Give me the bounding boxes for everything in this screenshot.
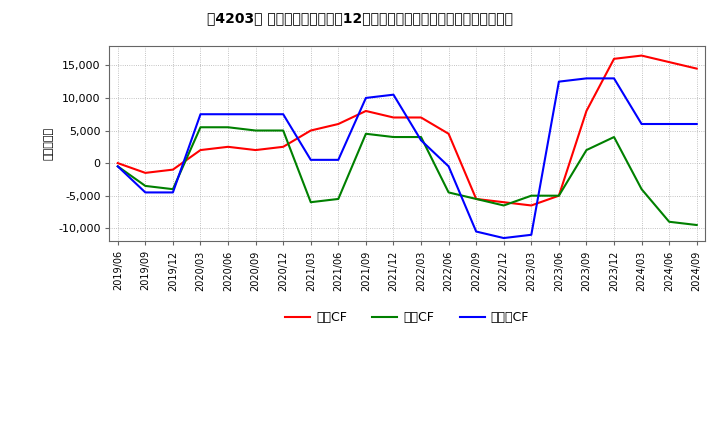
フリーCF — [389, 92, 397, 97]
フリーCF — [444, 164, 453, 169]
フリーCF — [472, 229, 480, 234]
営業CF — [527, 203, 536, 208]
投資CF — [637, 187, 646, 192]
フリーCF — [582, 76, 591, 81]
投資CF — [361, 131, 370, 136]
Y-axis label: （百万円）: （百万円） — [44, 127, 54, 160]
営業CF — [389, 115, 397, 120]
営業CF — [582, 108, 591, 114]
投資CF — [527, 193, 536, 198]
営業CF — [251, 147, 260, 153]
営業CF — [196, 147, 204, 153]
フリーCF — [279, 112, 287, 117]
フリーCF — [307, 157, 315, 162]
投資CF — [114, 164, 122, 169]
投資CF — [141, 183, 150, 189]
投資CF — [168, 187, 177, 192]
投資CF — [224, 125, 233, 130]
フリーCF — [168, 190, 177, 195]
投資CF — [472, 196, 480, 202]
フリーCF — [114, 164, 122, 169]
営業CF — [224, 144, 233, 150]
営業CF — [417, 115, 426, 120]
フリーCF — [224, 112, 233, 117]
投資CF — [307, 200, 315, 205]
営業CF — [554, 193, 563, 198]
Line: フリーCF: フリーCF — [118, 78, 697, 238]
フリーCF — [637, 121, 646, 127]
営業CF — [334, 121, 343, 127]
営業CF — [307, 128, 315, 133]
営業CF — [279, 144, 287, 150]
フリーCF — [665, 121, 673, 127]
フリーCF — [554, 79, 563, 84]
営業CF — [637, 53, 646, 58]
フリーCF — [141, 190, 150, 195]
フリーCF — [196, 112, 204, 117]
投資CF — [665, 219, 673, 224]
投資CF — [279, 128, 287, 133]
フリーCF — [610, 76, 618, 81]
営業CF — [168, 167, 177, 172]
営業CF — [665, 59, 673, 65]
フリーCF — [527, 232, 536, 238]
フリーCF — [361, 95, 370, 101]
フリーCF — [334, 157, 343, 162]
投資CF — [251, 128, 260, 133]
投資CF — [693, 222, 701, 227]
投資CF — [196, 125, 204, 130]
営業CF — [610, 56, 618, 62]
営業CF — [114, 161, 122, 166]
Line: 営業CF: 営業CF — [118, 55, 697, 205]
投資CF — [500, 203, 508, 208]
投資CF — [334, 196, 343, 202]
Line: 投資CF: 投資CF — [118, 127, 697, 225]
営業CF — [500, 200, 508, 205]
フリーCF — [251, 112, 260, 117]
営業CF — [361, 108, 370, 114]
営業CF — [472, 196, 480, 202]
投資CF — [444, 190, 453, 195]
フリーCF — [500, 235, 508, 241]
投資CF — [582, 147, 591, 153]
フリーCF — [417, 138, 426, 143]
投資CF — [554, 193, 563, 198]
投資CF — [417, 134, 426, 139]
フリーCF — [693, 121, 701, 127]
投資CF — [610, 134, 618, 139]
営業CF — [141, 170, 150, 176]
営業CF — [693, 66, 701, 71]
Text: ［4203］ キャッシュフローの12か月移動合計の対前年同期増減額の推移: ［4203］ キャッシュフローの12か月移動合計の対前年同期増減額の推移 — [207, 11, 513, 25]
投資CF — [389, 134, 397, 139]
Legend: 営業CF, 投資CF, フリーCF: 営業CF, 投資CF, フリーCF — [280, 306, 534, 329]
営業CF — [444, 131, 453, 136]
